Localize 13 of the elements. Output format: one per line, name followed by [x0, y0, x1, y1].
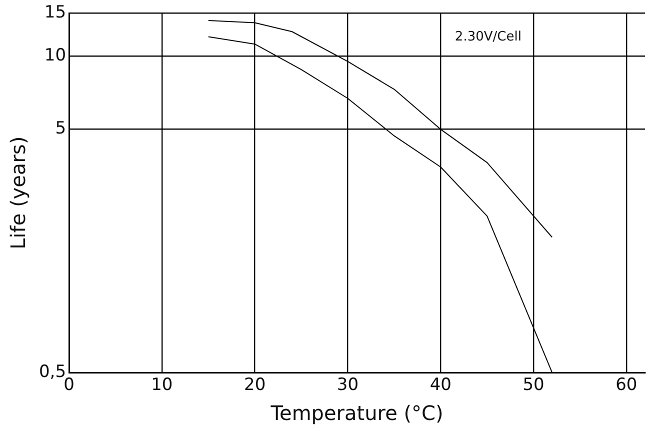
y-tick-label: 15 — [44, 2, 66, 23]
x-tick-label: 10 — [151, 375, 173, 396]
annotation: 2.30V/Cell — [454, 30, 522, 45]
x-tick-label: 60 — [616, 375, 638, 396]
y-axis-title: Life (years) — [6, 136, 30, 250]
x-tick-label: 0 — [64, 375, 74, 396]
x-tick-label: 50 — [522, 375, 544, 396]
x-axis-title: Temperature (°C) — [270, 401, 444, 426]
x-tick-label: 20 — [244, 375, 266, 396]
x-tick-label: 30 — [336, 375, 359, 396]
y-tick-label: 10 — [44, 45, 66, 66]
x-tick-label: 40 — [430, 375, 452, 396]
y-tick-label: 5 — [55, 118, 66, 139]
